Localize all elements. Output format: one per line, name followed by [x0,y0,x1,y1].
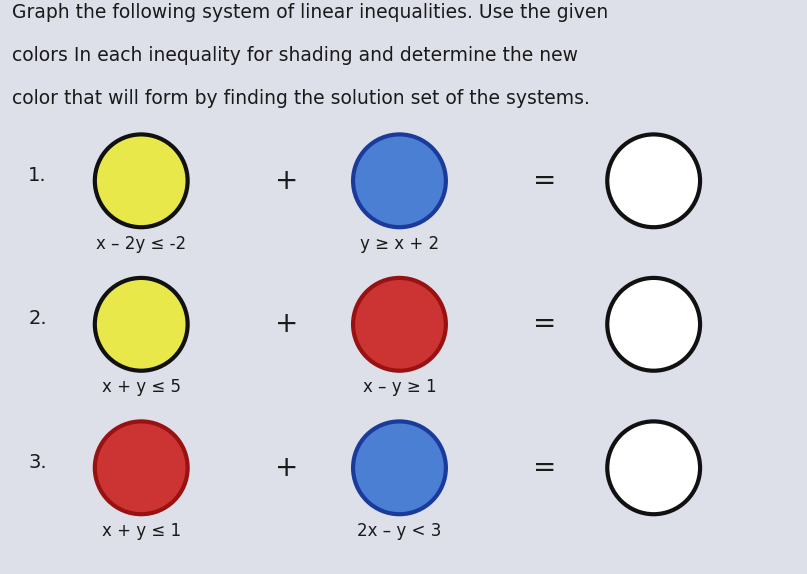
Ellipse shape [607,134,700,227]
Ellipse shape [94,134,187,227]
Ellipse shape [94,278,187,371]
Ellipse shape [607,421,700,514]
Text: 1.: 1. [28,165,47,185]
Text: 2x – y < 3: 2x – y < 3 [358,522,441,540]
Text: +: + [275,454,298,482]
Text: =: = [533,454,556,482]
Ellipse shape [353,134,445,227]
Ellipse shape [353,278,445,371]
Text: x – y ≥ 1: x – y ≥ 1 [362,378,437,396]
Text: y ≥ x + 2: y ≥ x + 2 [360,235,439,253]
Text: x – 2y ≤ -2: x – 2y ≤ -2 [96,235,186,253]
Text: 3.: 3. [28,452,47,472]
Text: =: = [533,167,556,195]
Text: x + y ≤ 1: x + y ≤ 1 [102,522,181,540]
Ellipse shape [353,421,445,514]
Text: +: + [275,311,298,338]
Ellipse shape [94,421,187,514]
Text: color that will form by finding the solution set of the systems.: color that will form by finding the solu… [12,89,590,108]
Text: Graph the following system of linear inequalities. Use the given: Graph the following system of linear ine… [12,3,608,22]
Text: 2.: 2. [28,309,47,328]
Text: colors In each inequality for shading and determine the new: colors In each inequality for shading an… [12,46,578,65]
Text: x + y ≤ 5: x + y ≤ 5 [102,378,181,396]
Text: +: + [275,167,298,195]
Ellipse shape [607,278,700,371]
Text: =: = [533,311,556,338]
